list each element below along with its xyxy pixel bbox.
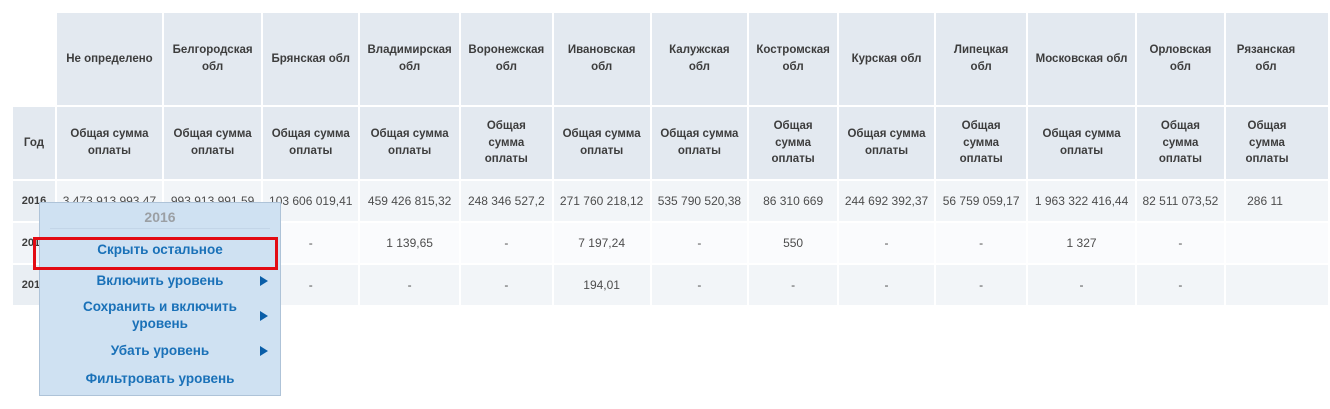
value-cell: 271 760 218,12 xyxy=(553,181,650,221)
column-header-metric[interactable]: Общая сумма оплаты xyxy=(553,107,650,179)
menu-item-include-level[interactable]: Включить уровень xyxy=(40,269,280,293)
menu-item-label: Фильтровать уровень xyxy=(85,370,235,386)
submenu-arrow-icon xyxy=(260,276,268,286)
value-cell: - xyxy=(651,223,748,263)
column-header-metric[interactable]: Общая сумма оплаты xyxy=(360,107,460,179)
value-cell: 7 197,24 xyxy=(553,223,650,263)
column-header-metric[interactable]: Общая сумма оплаты xyxy=(839,107,934,179)
menu-separator xyxy=(50,228,270,229)
value-cell: 56 759 059,17 xyxy=(936,181,1027,221)
submenu-arrow-icon xyxy=(260,346,268,356)
menu-item-label: Скрыть остальное xyxy=(97,241,223,257)
value-cell xyxy=(1226,265,1328,305)
column-header-metric[interactable]: Общая сумма оплаты xyxy=(263,107,359,179)
column-header-region[interactable]: Белгородская обл xyxy=(163,13,262,105)
column-header-metric[interactable]: Общая сумма оплаты xyxy=(749,107,838,179)
value-cell xyxy=(1226,223,1328,263)
column-header-metric[interactable]: Общая сумма оплаты xyxy=(56,107,162,179)
column-header-metric[interactable]: Общая сумма оплаты xyxy=(1028,107,1135,179)
column-header-region[interactable]: Не определено xyxy=(56,13,162,105)
column-header-region[interactable]: Липецкая обл xyxy=(936,13,1027,105)
submenu-arrow-icon xyxy=(260,311,268,321)
menu-item-filter-level[interactable]: Фильтровать уровень xyxy=(40,367,280,391)
year-cell[interactable]: 2016 xyxy=(13,181,55,221)
value-cell: - xyxy=(461,223,552,263)
value-cell: - xyxy=(360,265,460,305)
region-header-row: Не определено Белгородская обл Брянская … xyxy=(13,13,1328,105)
column-header-region[interactable]: Рязанская обл xyxy=(1226,13,1328,105)
value-cell: 244 692 392,37 xyxy=(839,181,934,221)
column-header-metric[interactable]: Общая сумма оплаты xyxy=(461,107,552,179)
metric-header-row: Год Общая сумма оплаты Общая сумма оплат… xyxy=(13,107,1328,179)
table-row: 2016 3 473 913 993,47 993 913 991,59 103… xyxy=(13,181,1328,221)
column-header-region[interactable]: Костромская обл xyxy=(749,13,838,105)
value-cell: 459 426 815,32 xyxy=(360,181,460,221)
context-menu: 2016 Скрыть остальное Включить уровень С… xyxy=(39,202,281,396)
column-header-region[interactable]: Московская обл xyxy=(1028,13,1135,105)
value-cell: 194,01 xyxy=(553,265,650,305)
column-header-region[interactable]: Воронежская обл xyxy=(461,13,552,105)
menu-item-label: Включить уровень xyxy=(96,272,224,288)
menu-item-label: Убать уровень xyxy=(110,342,210,358)
column-header-metric[interactable]: Общая сумма оплаты xyxy=(651,107,748,179)
value-cell: - xyxy=(936,265,1027,305)
value-cell: 550 xyxy=(749,223,838,263)
value-cell: - xyxy=(839,265,934,305)
menu-item-save-and-include-level[interactable]: Сохранить и включить уровень xyxy=(40,297,280,335)
column-header-region[interactable]: Курская обл xyxy=(839,13,934,105)
pivot-table: Не определено Белгородская обл Брянская … xyxy=(11,11,1330,409)
value-cell: - xyxy=(749,265,838,305)
year-column-header[interactable]: Год xyxy=(13,107,55,179)
value-cell: 1 327 xyxy=(1028,223,1135,263)
column-header-region[interactable]: Орловская обл xyxy=(1136,13,1224,105)
column-header-metric[interactable]: Общая сумма оплаты xyxy=(163,107,262,179)
column-header-region[interactable]: Ивановская обл xyxy=(553,13,650,105)
value-cell: 248 346 527,2 xyxy=(461,181,552,221)
value-cell: 535 790 520,38 xyxy=(651,181,748,221)
value-cell: - xyxy=(839,223,934,263)
column-header-metric[interactable]: Общая сумма оплаты xyxy=(1226,107,1328,179)
value-cell: 86 310 669 xyxy=(749,181,838,221)
column-header-region[interactable]: Калужская обл xyxy=(651,13,748,105)
value-cell: - xyxy=(1136,265,1224,305)
menu-item-label: Сохранить и включить уровень xyxy=(83,299,237,331)
context-menu-title: 2016 xyxy=(144,209,176,225)
value-cell: 103 606 019,41 xyxy=(263,181,359,221)
value-cell: - xyxy=(936,223,1027,263)
value-cell: 1 139,65 xyxy=(360,223,460,263)
value-cell: 286 11 xyxy=(1226,181,1328,221)
column-header-region[interactable]: Брянская обл xyxy=(263,13,359,105)
menu-item-remove-level[interactable]: Убать уровень xyxy=(40,339,280,363)
menu-item-hide-rest[interactable]: Скрыть остальное xyxy=(40,235,280,265)
column-header-metric[interactable]: Общая сумма оплаты xyxy=(1136,107,1224,179)
value-cell: - xyxy=(461,265,552,305)
value-cell: - xyxy=(1136,223,1224,263)
value-cell: - xyxy=(1028,265,1135,305)
column-header-metric[interactable]: Общая сумма оплаты xyxy=(936,107,1027,179)
value-cell: - xyxy=(651,265,748,305)
value-cell: 82 511 073,52 xyxy=(1136,181,1224,221)
column-header-region[interactable]: Владимирская обл xyxy=(360,13,460,105)
corner-blank-cell xyxy=(13,13,55,105)
value-cell: 1 963 322 416,44 xyxy=(1028,181,1135,221)
